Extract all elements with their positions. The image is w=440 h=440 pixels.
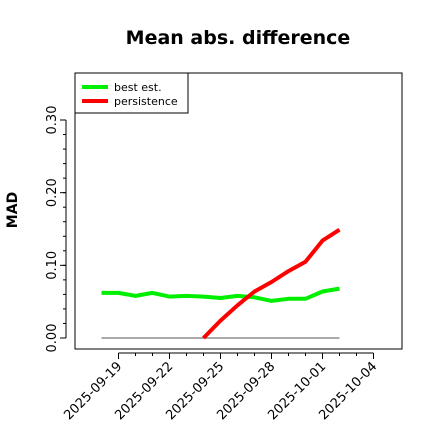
- legend-label: best est.: [114, 81, 162, 94]
- y-tick-label: 0.30: [45, 106, 60, 135]
- series-line-persistence: [202, 228, 341, 340]
- plot-area: [74, 72, 403, 350]
- series-line-best-est: [101, 286, 340, 303]
- y-tick-label: 0.20: [45, 178, 60, 207]
- y-tick-label: 0.00: [45, 324, 60, 353]
- y-axis: 0.00 0.10 0.20 0.30: [45, 106, 67, 353]
- x-axis: 2025-09-192025-09-222025-09-252025-09-28…: [61, 352, 380, 423]
- legend: best est.persistence: [74, 72, 189, 114]
- plot-lines: [101, 228, 341, 340]
- chart-title: Mean abs. difference: [126, 27, 351, 49]
- legend-box: [74, 72, 189, 114]
- legend-label: persistence: [114, 95, 178, 108]
- y-axis-label: MAD: [5, 192, 21, 228]
- y-tick-label: 0.10: [45, 251, 60, 280]
